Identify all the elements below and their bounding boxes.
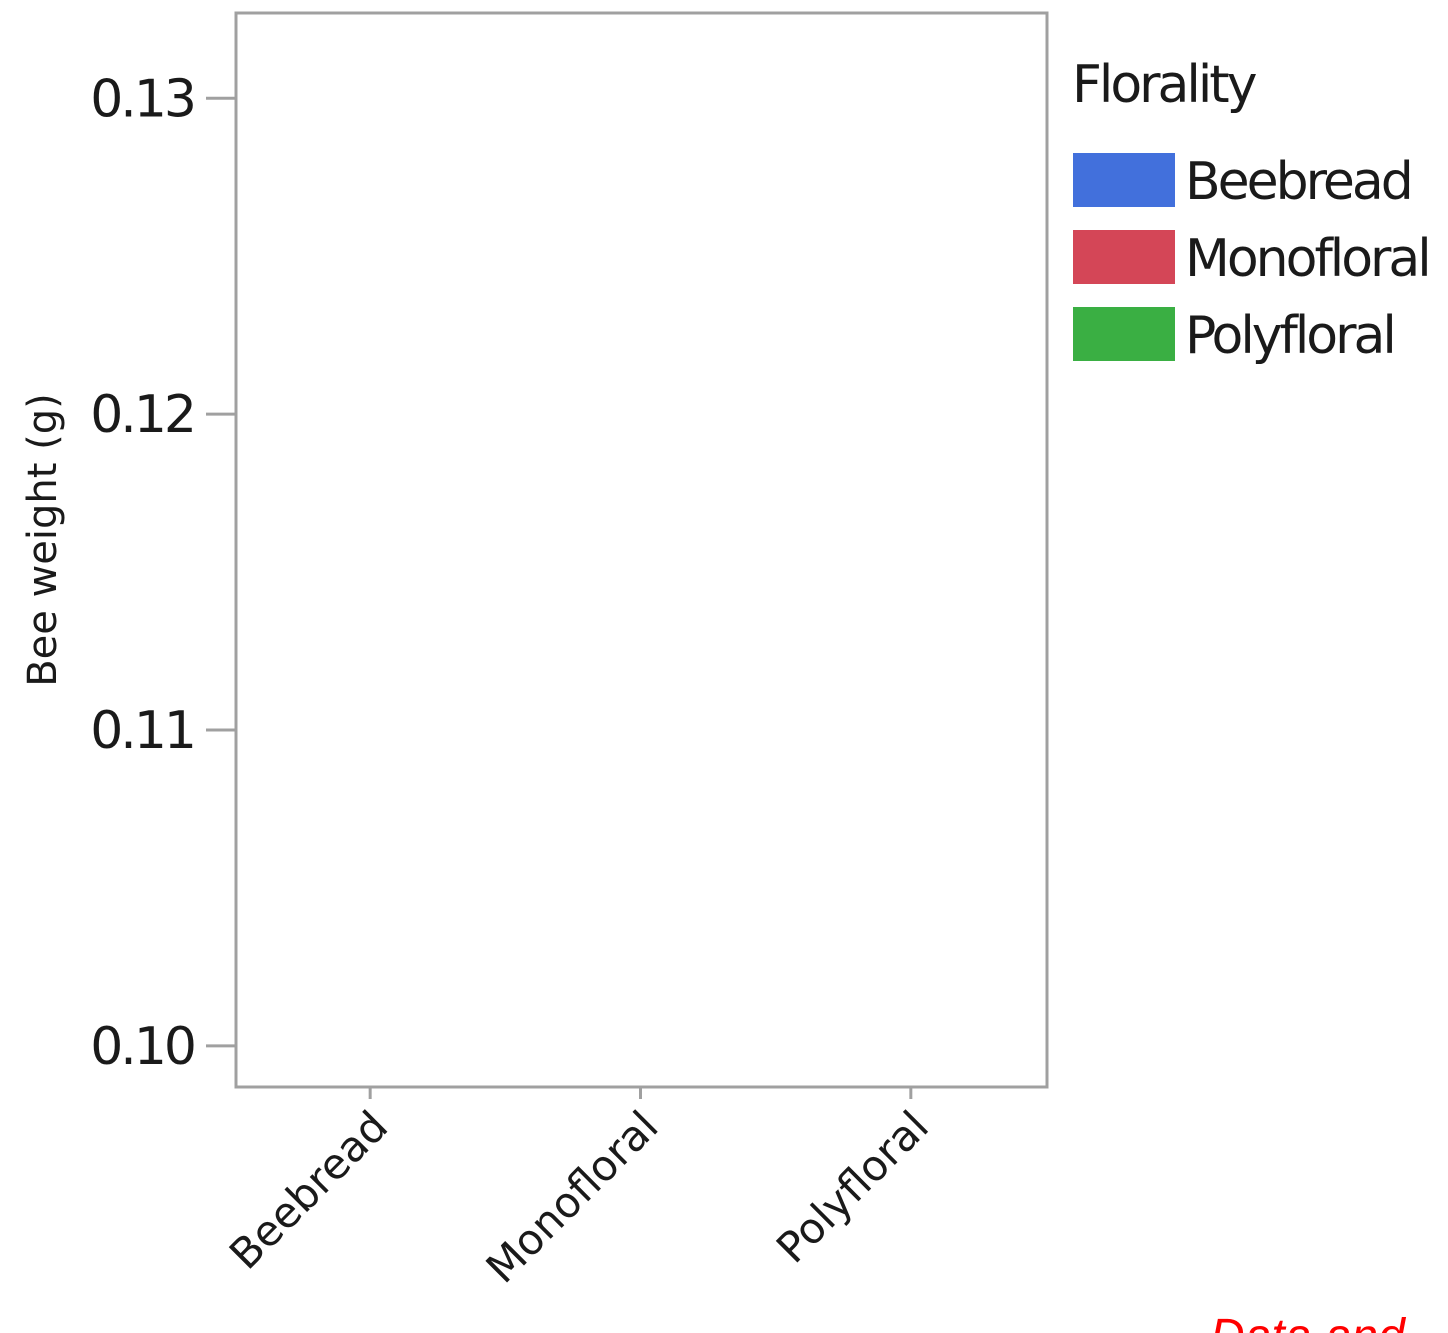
axis-layer: 0.10 0.11 0.12 0.13 Beebread Monofloral Polyfl… — [90, 11, 1049, 1292]
legend-swatch-monofloral — [1073, 230, 1175, 284]
x-tick-label-beebread: Beebread — [220, 1101, 397, 1278]
legend-label-beebread: Beebread — [1185, 152, 1411, 212]
x-tick-label-monofloral: Monofloral — [477, 1101, 668, 1292]
x-tick-label-polyfloral: Polyfloral — [767, 1101, 938, 1272]
y-tick-label: 0.12 — [90, 385, 194, 445]
y-tick-label: 0.11 — [90, 701, 194, 761]
legend: Florality Beebread Monofloral Polyfloral — [1072, 55, 1432, 366]
legend-swatch-polyfloral — [1073, 307, 1175, 361]
y-tick-label: 0.13 — [90, 69, 194, 129]
y-tick-label: 0.10 — [90, 1017, 194, 1077]
legend-label-monofloral: Monofloral — [1185, 229, 1429, 289]
y-axis-title: Bee weight (g) — [20, 393, 66, 687]
legend-label-polyfloral: Polyfloral — [1185, 306, 1394, 366]
footnote-text: Data and — [1210, 1310, 1406, 1333]
plot-frame — [234, 11, 1049, 1089]
legend-swatch-beebread — [1073, 153, 1175, 207]
legend-title: Florality — [1072, 55, 1257, 115]
